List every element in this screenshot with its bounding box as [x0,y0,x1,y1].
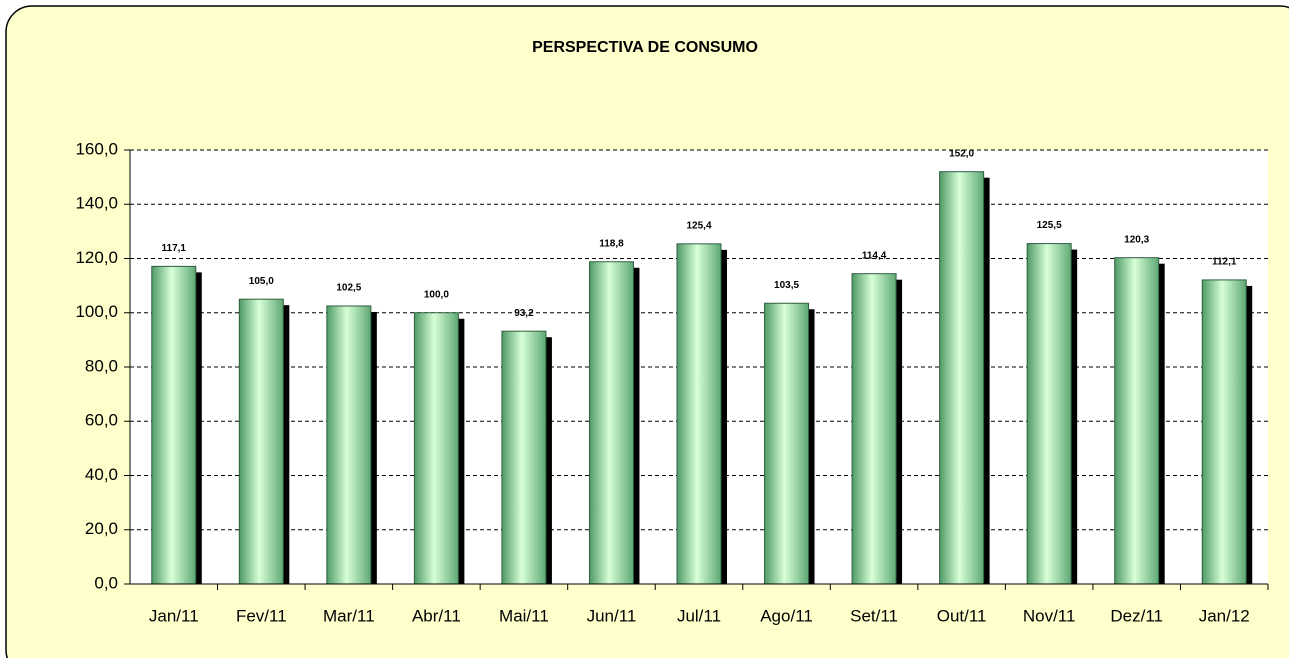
bar [1114,257,1160,585]
bar [939,171,985,585]
bar [588,261,634,585]
y-tick-label: 20,0 [85,519,118,538]
x-tick-label: Nov/11 [1023,606,1076,625]
y-tick-label: 60,0 [85,411,118,430]
y-tick-label: 120,0 [75,248,118,267]
bar [676,243,722,585]
bar [501,330,547,585]
x-tick-label: Jul/11 [677,606,721,625]
x-tick-label: Mar/11 [323,606,375,625]
data-label: 152,0 [949,148,974,159]
data-label: 118,8 [599,238,624,249]
x-tick-label: Mai/11 [499,606,549,625]
data-label: 100,0 [424,289,449,300]
data-label: 103,5 [774,280,799,291]
data-label: 117,1 [162,243,187,254]
bar [413,312,459,585]
y-tick-label: 0,0 [94,573,118,592]
data-label: 125,4 [686,220,711,231]
data-label: 125,5 [1037,220,1062,231]
data-label: 93,2 [514,308,534,319]
bar [326,305,372,585]
x-tick-label: Abr/11 [412,606,461,625]
x-tick-label: Fev/11 [236,606,287,625]
x-tick-label: Jan/12 [1199,606,1250,625]
y-tick-label: 100,0 [75,302,118,321]
x-tick-label: Ago/11 [760,606,813,625]
bar [764,302,810,585]
data-label: 102,5 [336,283,361,294]
bar [851,273,897,585]
y-tick-label: 160,0 [75,139,118,158]
bar [1201,279,1247,585]
data-label: 105,0 [249,276,274,287]
x-tick-label: Set/11 [850,606,898,625]
bar [1026,243,1072,585]
data-label: 120,3 [1124,234,1149,245]
y-tick-label: 40,0 [85,465,118,484]
x-tick-label: Jun/11 [587,606,637,625]
y-tick-label: 80,0 [85,356,118,375]
bar [151,265,197,585]
chart-title: PERSPECTIVA DE CONSUMO [532,39,758,56]
bar [238,298,284,585]
y-tick-label: 140,0 [75,194,118,213]
x-tick-label: Out/11 [937,606,987,625]
x-tick-label: Dez/11 [1110,606,1163,625]
x-tick-label: Jan/11 [149,606,199,625]
data-label: 114,4 [862,250,887,261]
data-label: 112,1 [1212,257,1237,268]
